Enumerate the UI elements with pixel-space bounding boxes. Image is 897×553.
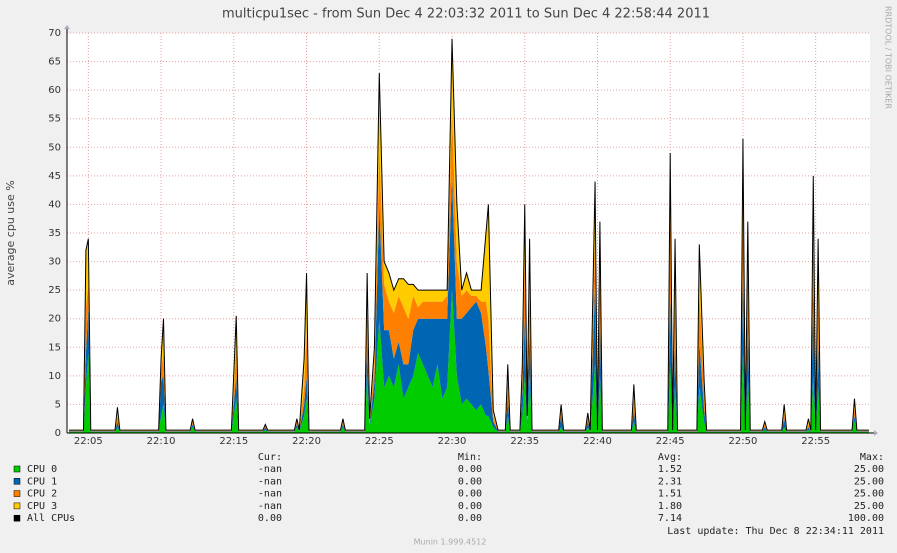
y-tick-label: 55 xyxy=(48,114,61,125)
axis-arrow xyxy=(874,430,878,436)
legend-stat: 25.00 xyxy=(854,464,884,475)
x-tick-label: 22:55 xyxy=(801,436,830,447)
x-tick-label: 22:20 xyxy=(292,436,321,447)
legend-label: CPU 2 xyxy=(27,489,57,500)
legend-stat: 0.00 xyxy=(458,464,482,475)
y-tick-label: 50 xyxy=(48,142,61,153)
legend-stat: -nan xyxy=(258,501,282,512)
legend-stat: 25.00 xyxy=(854,501,884,512)
area xyxy=(68,290,870,433)
legend-stat: 100.00 xyxy=(848,513,884,524)
y-tick-label: 25 xyxy=(48,285,61,296)
x-tick-label: 22:50 xyxy=(729,436,758,447)
y-tick-label: 30 xyxy=(48,257,61,268)
legend-stat: -nan xyxy=(258,489,282,500)
x-tick-label: 22:40 xyxy=(583,436,612,447)
legend-stat: 25.00 xyxy=(854,489,884,500)
legend-stat: 2.31 xyxy=(658,476,682,487)
legend-stat: 0.00 xyxy=(458,476,482,487)
area xyxy=(68,175,870,432)
legend-swatch xyxy=(13,514,21,522)
legend-swatch xyxy=(13,465,21,473)
legend-stat: 25.00 xyxy=(854,476,884,487)
legend-header: Min: xyxy=(458,452,482,463)
legend-swatch xyxy=(13,478,21,485)
y-tick-label: 15 xyxy=(48,342,61,353)
legend-stat: 0.00 xyxy=(458,489,482,500)
footer: Munin 1.999.4512 xyxy=(414,538,487,547)
legend-stat: 1.52 xyxy=(658,464,682,475)
y-tick-label: 0 xyxy=(55,428,61,439)
chart-title: multicpu1sec - from Sun Dec 4 22:03:32 2… xyxy=(222,7,710,22)
y-tick-label: 60 xyxy=(48,85,61,96)
y-tick-label: 65 xyxy=(48,57,61,68)
x-tick-label: 22:05 xyxy=(74,436,103,447)
legend-stat: 1.51 xyxy=(658,489,682,500)
x-tick-label: 22:15 xyxy=(219,436,248,447)
legend-label: CPU 0 xyxy=(27,464,57,475)
y-tick-label: 35 xyxy=(48,228,61,239)
legend-label: All CPUs xyxy=(27,513,75,524)
legend-swatch xyxy=(13,490,21,497)
x-tick-label: 22:30 xyxy=(438,436,467,447)
legend-stat: 0.00 xyxy=(458,513,482,524)
legend-stat: 7.14 xyxy=(658,513,682,524)
legend-stat: 0.00 xyxy=(458,501,482,512)
legend-swatch xyxy=(13,502,21,510)
area xyxy=(68,107,870,432)
watermark: RRDTOOL / TOBI OETIKER xyxy=(884,6,893,109)
y-tick-label: 5 xyxy=(55,399,61,410)
x-tick-label: 22:25 xyxy=(365,436,394,447)
y-tick-label: 70 xyxy=(48,28,61,39)
line xyxy=(68,38,870,431)
legend-label: CPU 1 xyxy=(27,476,57,487)
axis-arrow xyxy=(64,25,70,29)
x-tick-label: 22:45 xyxy=(656,436,685,447)
y-tick-label: 40 xyxy=(48,199,61,210)
legend-stat: -nan xyxy=(258,476,282,487)
last-update: Last update: Thu Dec 8 22:34:11 2011 xyxy=(667,526,884,537)
legend-stat: 1.80 xyxy=(658,501,682,512)
legend-header: Cur: xyxy=(258,452,282,463)
legend-label: CPU 3 xyxy=(27,501,57,512)
y-tick-label: 20 xyxy=(48,314,61,325)
x-tick-label: 22:10 xyxy=(147,436,176,447)
y-axis-label: average cpu use % xyxy=(4,180,17,285)
legend-header: Max: xyxy=(860,452,884,463)
x-tick-label: 22:35 xyxy=(510,436,539,447)
y-tick-label: 10 xyxy=(48,371,61,382)
y-tick-label: 45 xyxy=(48,171,61,182)
legend-stat: -nan xyxy=(258,464,282,475)
legend-header: Avg: xyxy=(658,452,682,463)
legend-stat: 0.00 xyxy=(258,513,282,524)
